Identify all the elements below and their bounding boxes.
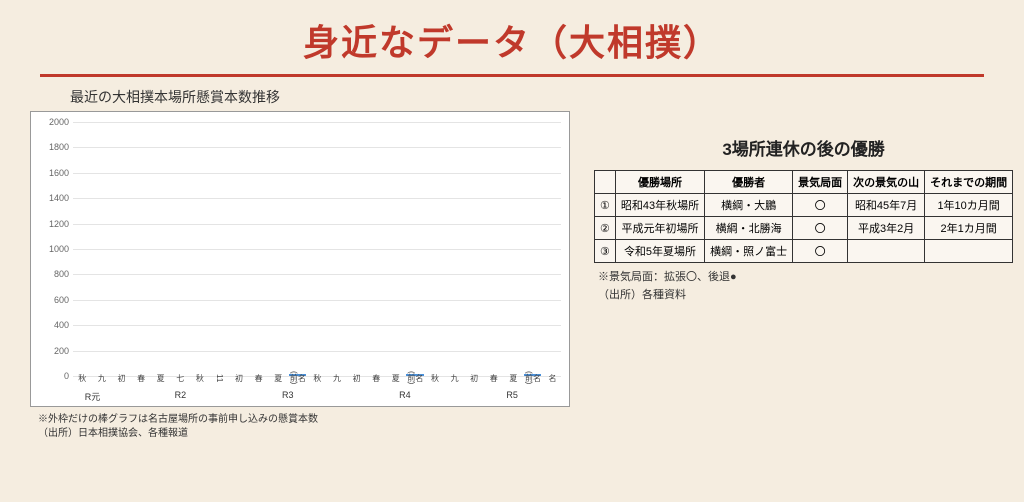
chart-xlabel: 名 [543, 368, 561, 388]
chart-xlabel: 11 [210, 368, 228, 388]
chart-footnote-2: （出所）日本相撲協会、各種報道 [38, 427, 570, 441]
chart-xlabel: 名(前) [289, 368, 307, 388]
table-cell: 令和5年夏場所 [615, 240, 704, 263]
table-header-cell: それまでの期間 [925, 171, 1013, 194]
table-cell: 昭和45年7月 [848, 194, 925, 217]
table-row: ③令和5年夏場所横綱・照ノ富士〇 [595, 240, 1013, 263]
chart-ylabel: 1200 [35, 219, 69, 229]
table-cell: 〇 [793, 240, 848, 263]
table-header-cell [595, 171, 616, 194]
chart-yearlabel: R2 [175, 390, 187, 400]
chart-ylabel: 0 [35, 371, 69, 381]
chart-xlabel: 夏 [269, 368, 287, 388]
chart-yearlabel: R3 [282, 390, 294, 400]
chart-yearlabel: R元 [85, 390, 101, 403]
chart-ylabel: 1600 [35, 168, 69, 178]
table-cell: 平成3年2月 [848, 217, 925, 240]
chart-box: 0200400600800100012001400160018002000 秋九… [30, 111, 570, 407]
table-cell [848, 240, 925, 263]
chart-footnote-1: ※外枠だけの棒グラフは名古屋場所の事前申し込みの懸賞本数 [38, 413, 570, 427]
table-cell: ① [595, 194, 616, 217]
chart-xlabel: 初 [230, 368, 248, 388]
chart-footnotes: ※外枠だけの棒グラフは名古屋場所の事前申し込みの懸賞本数 （出所）日本相撲協会、… [30, 407, 570, 441]
chart-title: 最近の大相撲本場所懸賞本数推移 [30, 87, 570, 111]
chart-yearlabel: R4 [399, 390, 411, 400]
chart-ylabel: 1400 [35, 193, 69, 203]
table-cell: 昭和43年秋場所 [615, 194, 704, 217]
chart-yearlabel: R5 [506, 390, 518, 400]
chart-ylabel: 1000 [35, 244, 69, 254]
chart-xlabel: 春 [484, 368, 502, 388]
table-cell [925, 240, 1013, 263]
chart-xlabel: 春 [249, 368, 267, 388]
table-row: ②平成元年初場所横綱・北勝海〇平成3年2月2年1カ月間 [595, 217, 1013, 240]
table-cell: 横綱・大鵬 [705, 194, 793, 217]
table-header-cell: 景気局面 [793, 171, 848, 194]
chart-ylabel: 400 [35, 320, 69, 330]
table-footnote-1: ※景気局面：拡張〇、後退● [598, 269, 1013, 287]
table-cell: 平成元年初場所 [615, 217, 704, 240]
chart-xlabel: 夏 [504, 368, 522, 388]
chart-xlabels: 秋九初春夏七秋11初春夏名(前)秋九初春夏名(前)秋九初春夏名(前)名 [73, 368, 561, 388]
title-divider [40, 74, 984, 77]
page-title: 身近なデータ（大相撲） [0, 0, 1024, 74]
chart-ylabel: 2000 [35, 117, 69, 127]
chart-xlabel: 春 [367, 368, 385, 388]
table-footnote-2: （出所）各種資料 [598, 287, 1013, 305]
chart-ylabel: 800 [35, 269, 69, 279]
table-panel: 3場所連休の後の優勝 優勝場所優勝者景気局面次の景気の山それまでの期間①昭和43… [594, 87, 1013, 441]
chart-xlabel: 初 [112, 368, 130, 388]
chart-xlabel: 九 [93, 368, 111, 388]
data-table: 優勝場所優勝者景気局面次の景気の山それまでの期間①昭和43年秋場所横綱・大鵬〇昭… [594, 170, 1013, 263]
table-title: 3場所連休の後の優勝 [594, 135, 1013, 160]
table-cell: 横綱・照ノ富士 [705, 240, 793, 263]
chart-xlabel: 九 [445, 368, 463, 388]
table-header-row: 優勝場所優勝者景気局面次の景気の山それまでの期間 [595, 171, 1013, 194]
table-cell: ③ [595, 240, 616, 263]
table-row: ①昭和43年秋場所横綱・大鵬〇昭和45年7月1年10カ月間 [595, 194, 1013, 217]
table-footnotes: ※景気局面：拡張〇、後退● （出所）各種資料 [594, 263, 1013, 304]
chart-xlabel: 九 [328, 368, 346, 388]
chart-panel: 最近の大相撲本場所懸賞本数推移 020040060080010001200140… [30, 87, 570, 441]
chart-xlabel: 初 [347, 368, 365, 388]
chart-ylabel: 600 [35, 295, 69, 305]
chart-xlabel: 七 [171, 368, 189, 388]
chart-xlabel: 初 [465, 368, 483, 388]
table-cell: 2年1カ月間 [925, 217, 1013, 240]
table-cell: 〇 [793, 217, 848, 240]
chart-ylabel: 1800 [35, 142, 69, 152]
chart-xlabel: 名(前) [524, 368, 542, 388]
table-header-cell: 優勝者 [705, 171, 793, 194]
chart-plot: 0200400600800100012001400160018002000 [73, 122, 561, 376]
table-header-cell: 優勝場所 [615, 171, 704, 194]
main-content: 最近の大相撲本場所懸賞本数推移 020040060080010001200140… [0, 87, 1024, 441]
chart-xlabel: 名(前) [406, 368, 424, 388]
chart-xlabel: 秋 [308, 368, 326, 388]
chart-xlabel: 春 [132, 368, 150, 388]
table-cell: 〇 [793, 194, 848, 217]
chart-year-labels: R元 R2 R3 R4 R5 [73, 390, 561, 404]
chart-xlabel: 秋 [426, 368, 444, 388]
chart-bars [73, 122, 561, 376]
chart-xlabel: 秋 [191, 368, 209, 388]
chart-ylabel: 200 [35, 346, 69, 356]
chart-xlabel: 秋 [73, 368, 91, 388]
table-cell: ② [595, 217, 616, 240]
table-cell: 1年10カ月間 [925, 194, 1013, 217]
chart-xlabel: 夏 [151, 368, 169, 388]
chart-xlabel: 夏 [387, 368, 405, 388]
table-cell: 横綱・北勝海 [705, 217, 793, 240]
table-header-cell: 次の景気の山 [848, 171, 925, 194]
